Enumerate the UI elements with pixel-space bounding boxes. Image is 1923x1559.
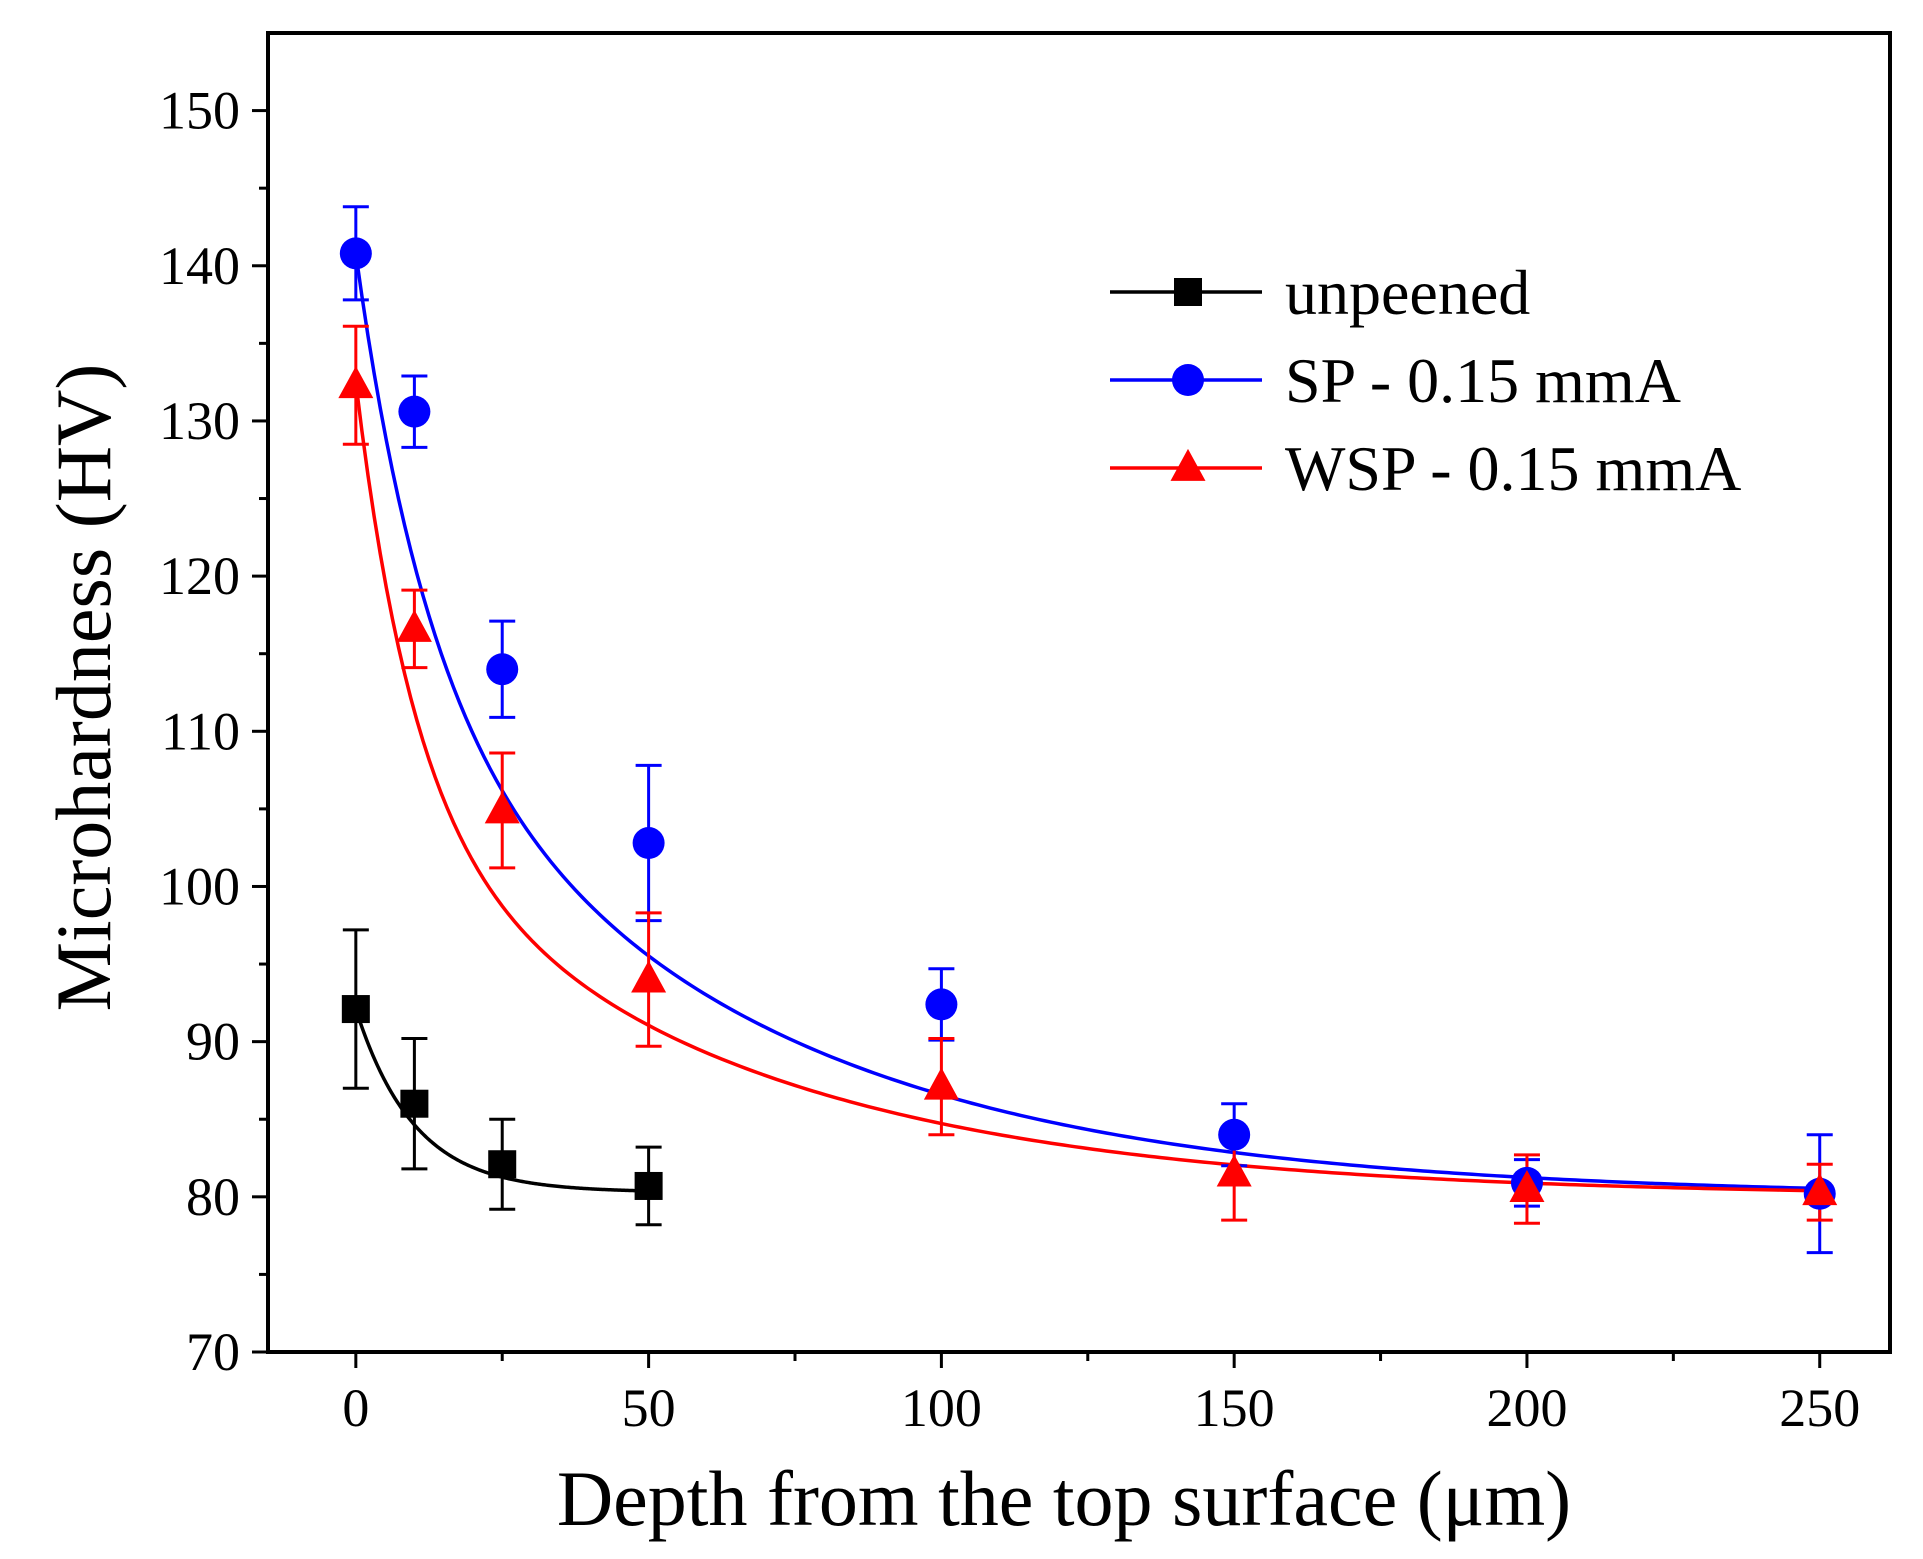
data-point-triangle [1216, 1154, 1252, 1187]
axes: 0 50 100 150 200 250 70 80 90 100 110 120 130 140 150 [159, 31, 1892, 1438]
data-point-triangle [396, 609, 432, 642]
data-point-circle [486, 653, 519, 686]
legend: unpeened SP - 0.15 mmA WSP - 0.15 mmA [1110, 257, 1741, 504]
x-tick-label: 200 [1486, 1378, 1567, 1438]
y-tick-label: 80 [186, 1167, 240, 1227]
data-point-triangle [1802, 1173, 1838, 1206]
x-tick-label: 50 [622, 1378, 676, 1438]
data-point-square [400, 1089, 429, 1118]
data-point-triangle [631, 960, 667, 993]
data-point-triangle [1509, 1169, 1545, 1203]
y-tick-label: 90 [186, 1012, 240, 1072]
data-point-square [488, 1150, 517, 1179]
legend-marker-circle [1172, 364, 1204, 396]
legend-marker-triangle [1170, 448, 1206, 481]
y-tick-label: 120 [159, 546, 240, 606]
data-point-triangle [484, 791, 520, 824]
y-tick-label: 130 [159, 391, 240, 451]
legend-label: SP - 0.15 mmA [1285, 345, 1681, 416]
y-axis-title: Microhardness (HV) [40, 364, 127, 1012]
data-point-square [341, 995, 370, 1024]
data-point-circle [1218, 1118, 1251, 1151]
legend-marker-square [1174, 278, 1202, 306]
x-tick-label: 0 [342, 1378, 369, 1438]
y-tick-label: 140 [159, 236, 240, 296]
data-point-circle [339, 237, 372, 270]
y-tick-label: 100 [159, 856, 240, 916]
x-tick-label: 150 [1194, 1378, 1275, 1438]
plot-frame [266, 31, 1892, 1354]
legend-label: WSP - 0.15 mmA [1285, 433, 1741, 504]
y-tick-label: 110 [161, 701, 240, 761]
data-markers [338, 237, 1838, 1210]
y-tick-label: 150 [159, 81, 240, 141]
fit-curve-circle [354, 253, 1820, 1191]
data-point-circle [925, 988, 958, 1021]
y-tick-label: 70 [186, 1322, 240, 1382]
data-point-square [634, 1171, 663, 1200]
fit-curve-triangle [354, 381, 1820, 1193]
legend-label: unpeened [1285, 257, 1530, 328]
x-tick-label: 100 [901, 1378, 982, 1438]
x-tick-label: 250 [1779, 1378, 1860, 1438]
data-point-triangle [338, 366, 374, 399]
x-axis-title: Depth from the top surface (μm) [557, 1455, 1571, 1542]
data-point-circle [398, 395, 431, 428]
data-point-triangle [923, 1067, 959, 1100]
data-point-circle [632, 827, 665, 860]
